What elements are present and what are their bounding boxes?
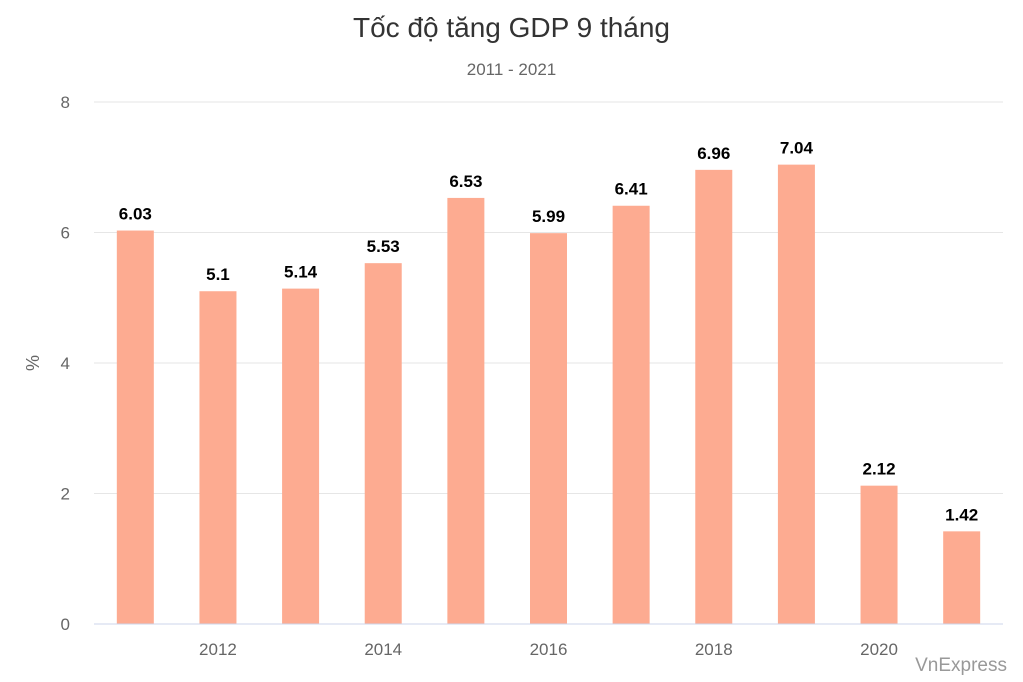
data-label: 2.12 [862,460,895,479]
bar-2011 [116,230,154,625]
data-label: 5.1 [206,265,230,284]
x-tick-label: 2018 [695,640,733,659]
y-tick-label: 8 [61,93,70,112]
bar-2017 [612,205,650,624]
bar-2014 [364,263,402,624]
data-label: 6.41 [615,180,648,199]
y-tick-label: 2 [61,485,70,504]
data-label: 1.42 [945,505,978,524]
x-tick-label: 2012 [199,640,237,659]
data-label: 7.04 [780,139,814,158]
y-tick-label: 6 [61,224,70,243]
data-label: 5.14 [284,263,318,282]
axes: 0 2 4 6 8% 2012 2014 2016 2018 2020 [23,93,1003,659]
x-tick-label: 2020 [860,640,898,659]
data-label: 6.53 [449,172,482,191]
bar-2020 [860,485,898,624]
y-tick-label: 4 [61,354,70,373]
bar-2016 [530,233,567,624]
source-credit: VnExpress [915,655,1007,676]
bar-2013 [282,288,320,624]
data-label: 5.99 [532,207,565,226]
data-label: 6.96 [697,144,730,163]
bar-2021 [943,531,981,624]
data-labels: 6.03 5.1 5.14 5.53 6.53 5.99 6.41 6.96 7.04 2.12 1… [119,139,978,525]
x-tick-label: 2014 [364,640,402,659]
bar-2018 [695,169,733,625]
bar-2012 [199,291,237,624]
y-axis-label: % [23,355,43,371]
bars [116,164,981,625]
x-tick-label: 2016 [530,640,568,659]
data-label: 5.53 [367,237,400,256]
data-label: 6.03 [119,205,152,224]
bar-2015 [447,197,485,625]
chart-subtitle: 2011 - 2021 [466,60,557,79]
chart-title: Tốc độ tăng GDP 9 tháng [352,12,671,43]
y-tick-label: 0 [61,615,70,634]
bar-2019 [777,164,815,624]
